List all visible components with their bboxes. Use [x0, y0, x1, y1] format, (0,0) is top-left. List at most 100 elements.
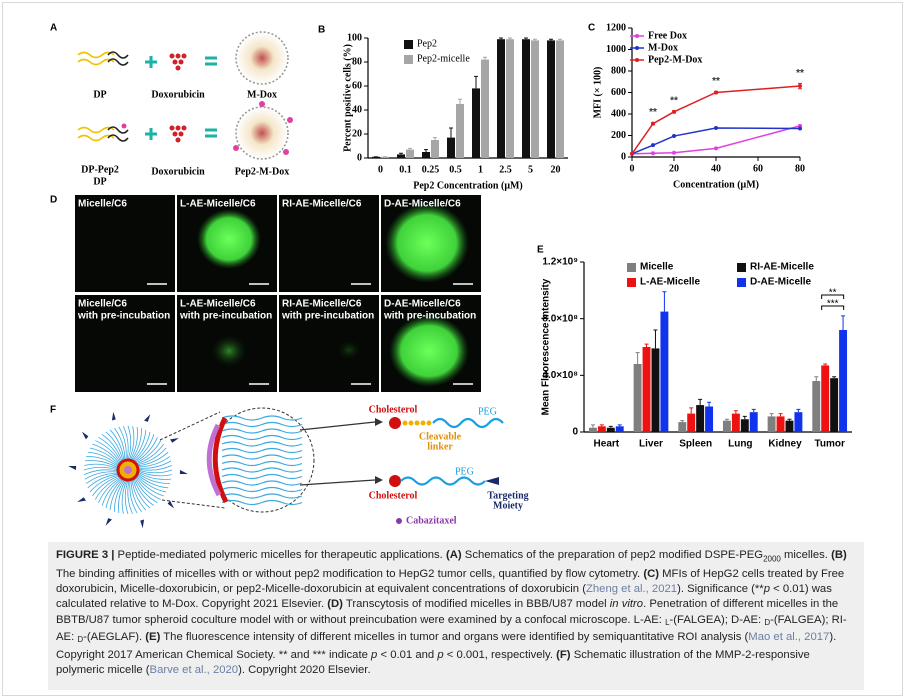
caption-text: L	[665, 617, 670, 627]
caption-link[interactable]: Barve et al., 2020	[149, 664, 239, 677]
bar	[660, 311, 669, 432]
y-axis-title: Percent positive cells (%)	[342, 44, 353, 152]
chain	[132, 478, 151, 509]
legend-marker	[635, 34, 639, 38]
label: DP	[93, 176, 106, 187]
spike	[140, 519, 145, 529]
error-bar	[399, 152, 403, 155]
x-tick-label: 5	[528, 164, 533, 175]
micrograph	[279, 295, 379, 392]
caption-text: Peptide-mediated polymeric micelles for …	[114, 549, 446, 561]
bar	[556, 40, 564, 158]
error-bar	[698, 398, 703, 406]
point	[651, 143, 655, 148]
spike	[77, 497, 86, 502]
x-tick-label: 0.5	[449, 164, 462, 175]
caption-text: 2000	[763, 554, 781, 564]
chain	[128, 426, 135, 461]
y-tick-label: 1200	[606, 22, 626, 33]
caption-text: The binding affinities of micelles with …	[56, 567, 644, 580]
bar	[522, 39, 530, 159]
bar	[372, 156, 380, 158]
legend-swatch	[404, 55, 413, 64]
x-tick-label: 0.1	[399, 164, 412, 175]
micrograph-label: L-AE-Micelle/C6	[180, 199, 256, 210]
caption-text: D	[764, 617, 771, 627]
x-tick-label: Liver	[639, 439, 663, 450]
chain	[133, 434, 155, 463]
chain	[83, 466, 119, 471]
bar	[705, 406, 714, 432]
chain	[118, 479, 127, 514]
caption-text: (F)	[556, 648, 571, 661]
legend-label: Pep2-M-Dox	[648, 54, 702, 65]
y-tick-label: 0	[357, 152, 362, 163]
legend-label: Free Dox	[648, 30, 687, 41]
linker-bead	[426, 420, 432, 426]
legend-label: Pep2	[417, 38, 437, 49]
chain	[129, 479, 138, 514]
membrane-inner	[206, 423, 222, 497]
legend-marker	[635, 46, 639, 50]
spike	[68, 466, 77, 470]
spike	[167, 500, 175, 509]
panel-label: A	[50, 23, 57, 34]
chain	[134, 437, 158, 463]
error-bar	[458, 98, 462, 104]
chain	[105, 431, 124, 462]
panel-label: B	[318, 25, 325, 36]
micrograph-label: D-AE-Micelle/C6	[384, 299, 461, 310]
targeting-moiety	[485, 477, 499, 485]
chain	[109, 478, 125, 511]
caption-text: ). Copyright 2017 American Chemical Soci…	[56, 631, 837, 661]
caption-text: -(FALGEA); RI-AE:	[56, 613, 847, 644]
bar	[722, 420, 731, 432]
error-bar	[408, 147, 412, 150]
micrograph-label: Micelle/C6	[78, 299, 127, 310]
caption-text: . Penetration of different micelles in t…	[56, 598, 839, 626]
bar	[651, 348, 660, 432]
x-tick-label: 0.25	[422, 164, 440, 175]
micrograph-label: Micelle/C6	[78, 199, 127, 210]
chain	[127, 425, 132, 461]
caption-link[interactable]: Zheng et al., 2021	[585, 583, 678, 596]
caption-text: -(AEGLAF).	[83, 631, 146, 644]
legend-swatch	[737, 278, 746, 287]
fluorescence	[389, 315, 469, 387]
error-bar	[533, 38, 537, 41]
chain	[137, 456, 171, 468]
error-bar	[590, 424, 595, 428]
point	[798, 126, 802, 131]
bar	[687, 413, 696, 432]
point	[714, 125, 718, 130]
chain	[137, 470, 172, 477]
label: Targeting	[487, 490, 528, 501]
chain	[221, 421, 303, 428]
bar	[785, 420, 794, 432]
bar	[678, 422, 687, 432]
bar	[633, 364, 642, 432]
bar	[830, 378, 839, 432]
error-bar	[798, 82, 802, 90]
bar	[422, 152, 430, 158]
chain	[221, 441, 303, 447]
spike	[144, 414, 151, 422]
significance: **	[712, 76, 720, 87]
caption-link[interactable]: Mao et al., 2017	[748, 631, 830, 644]
chain	[131, 479, 147, 511]
error-bar	[644, 343, 649, 347]
legend-label: D-AE-Micelle	[750, 277, 812, 288]
bar	[481, 59, 489, 158]
caption-text: < 0.01) was calculated relative to M-Dox…	[56, 583, 832, 611]
bar	[472, 88, 480, 158]
bar	[381, 156, 389, 158]
error-bar	[707, 401, 712, 407]
micrograph-label: RI-AE-Micelle/C6	[282, 199, 362, 210]
chain	[221, 467, 303, 473]
micrograph-label: with pre-incubation	[77, 311, 170, 322]
error-bar	[508, 37, 512, 40]
y-tick-label: 800	[611, 65, 626, 76]
error-bar	[796, 408, 801, 413]
caption-text: FIGURE 3 |	[56, 549, 115, 561]
significance: **	[829, 288, 837, 299]
